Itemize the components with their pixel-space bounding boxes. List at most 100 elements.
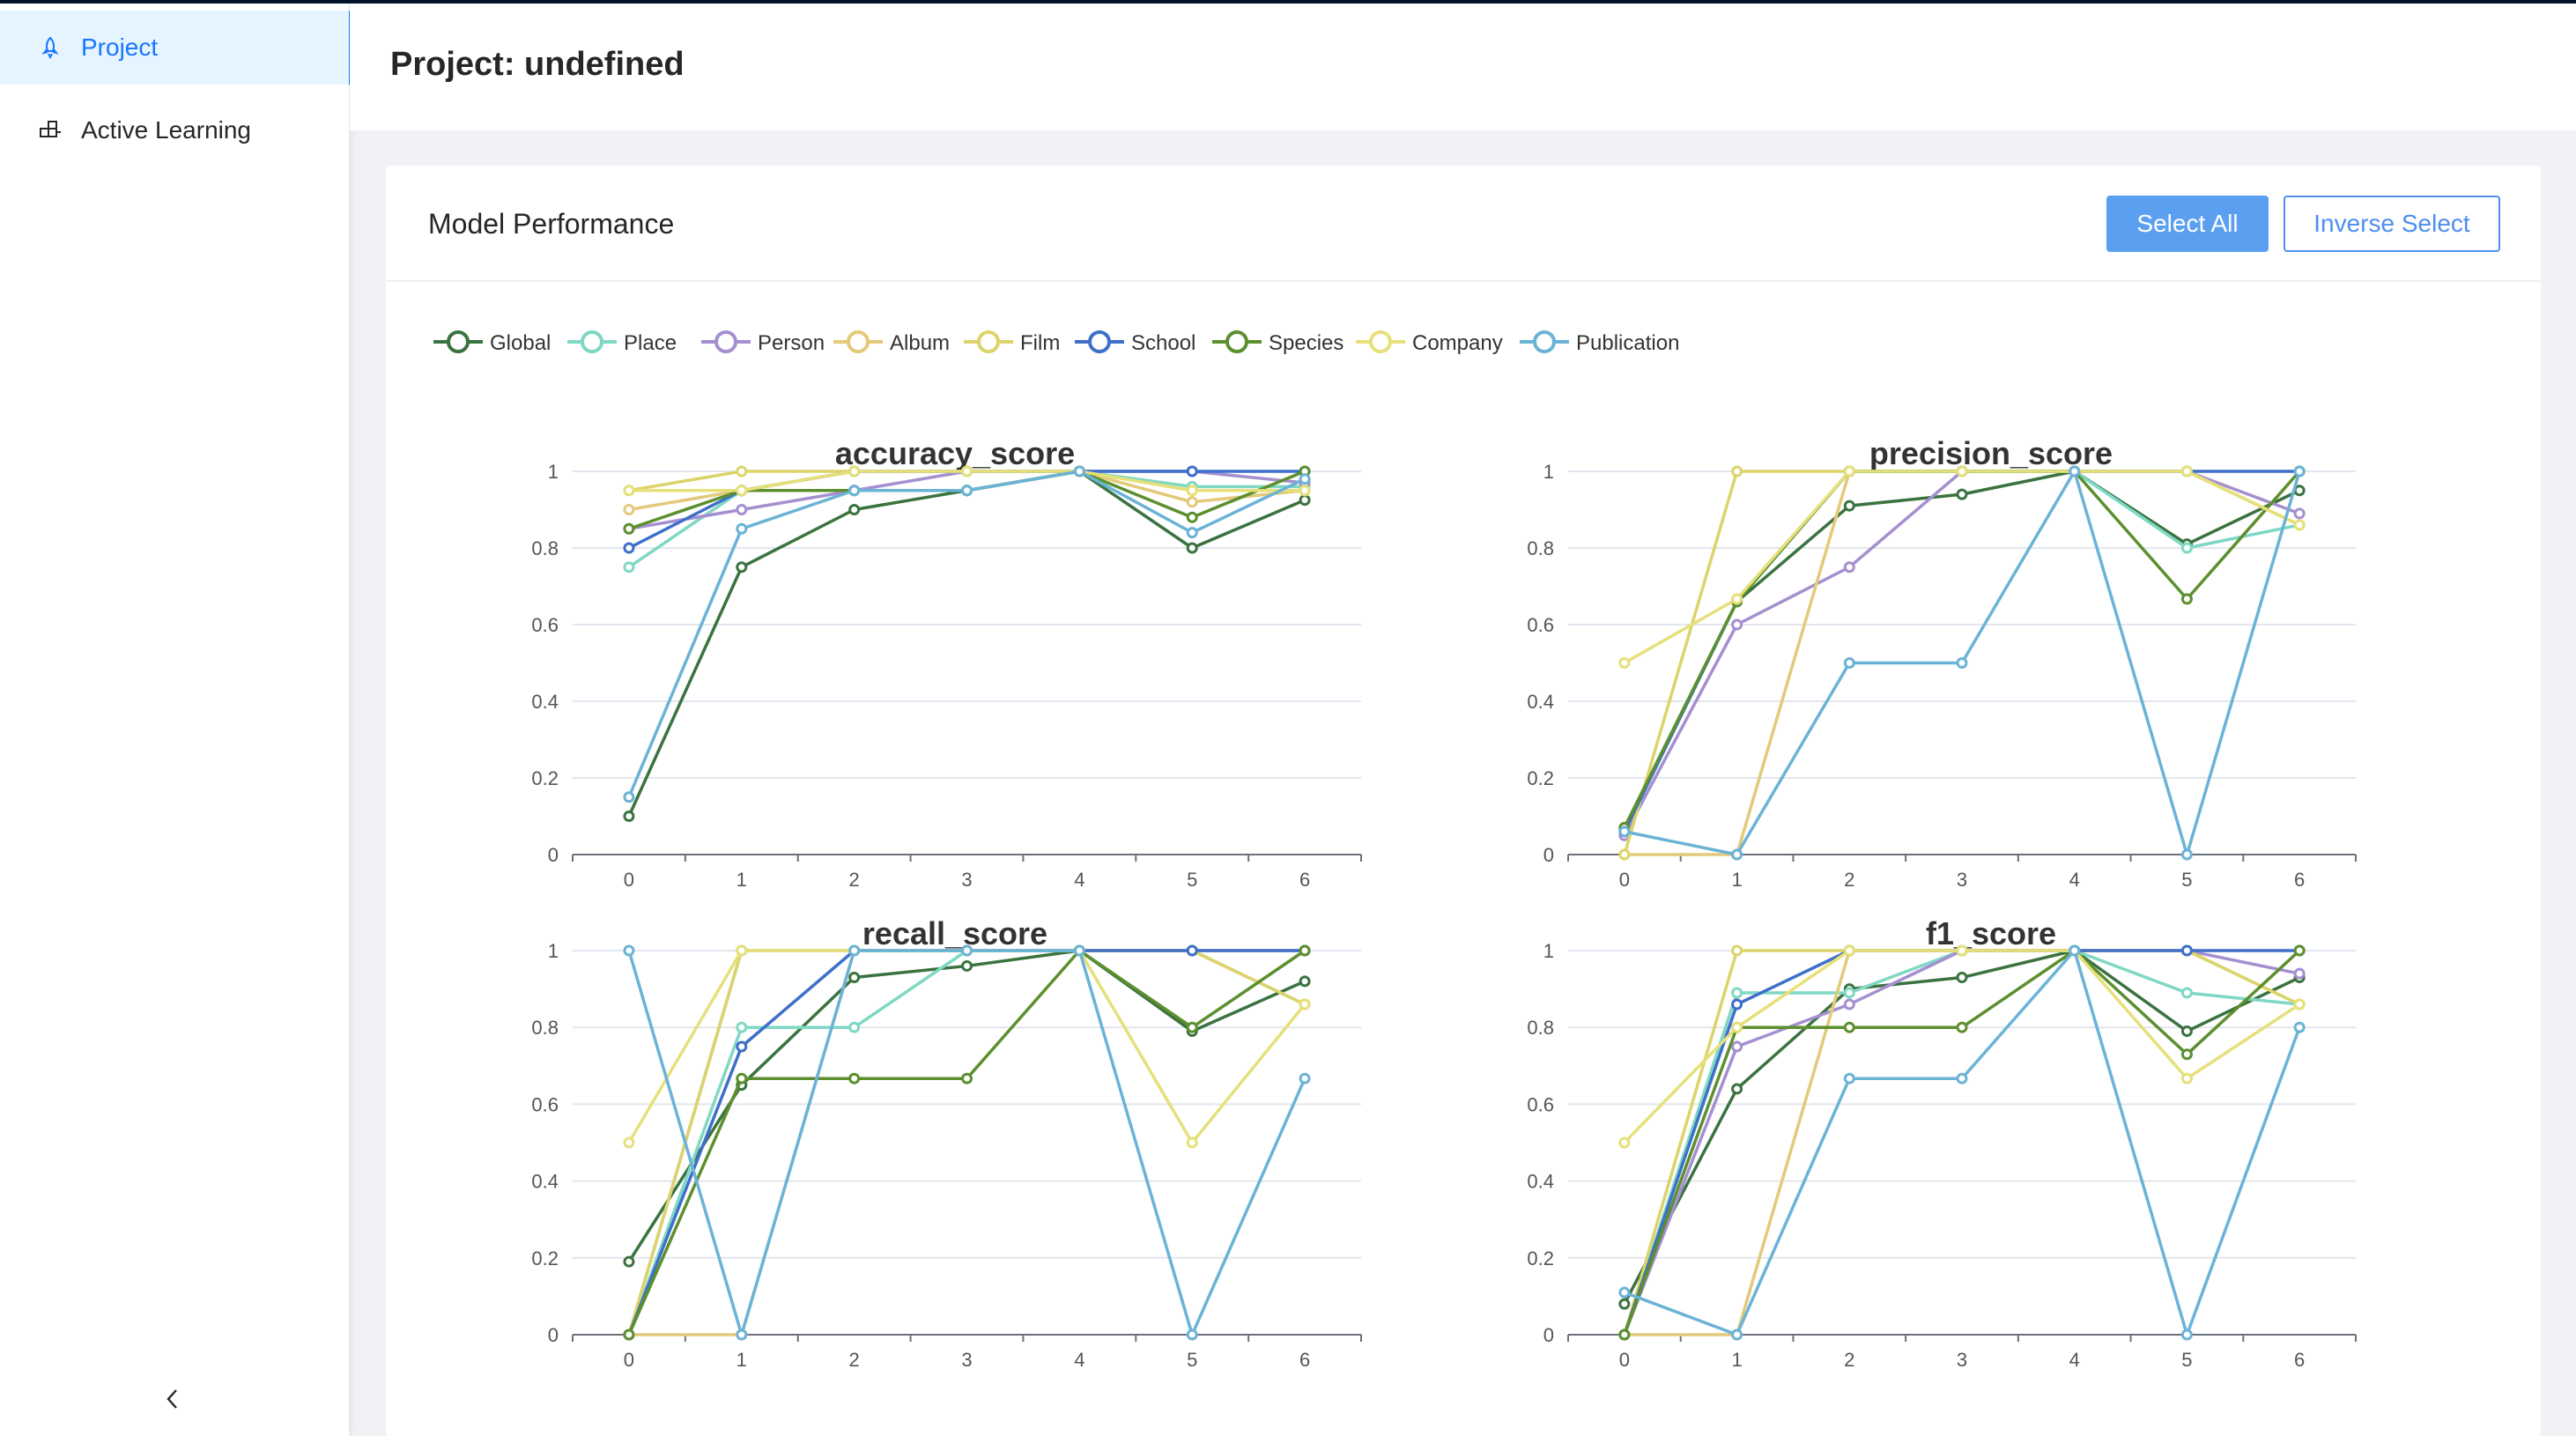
data-point — [2180, 542, 2193, 554]
data-point — [1618, 1286, 1631, 1299]
chart-f1-score: 0 0.2 0.4 0.6 0.8 1 0 1 2 3 4 5 6 f1_score — [1527, 915, 2357, 1371]
y-tick-label: 0.2 — [1527, 1247, 1554, 1269]
x-tick-label: 2 — [1844, 1349, 1854, 1371]
series-line — [1623, 470, 2301, 829]
data-point — [1618, 825, 1631, 838]
y-tick-label: 0.8 — [1527, 537, 1554, 559]
y-tick-label: 1 — [548, 461, 559, 483]
legend-marker — [1225, 330, 1248, 353]
sidebar-item-project[interactable]: Project — [0, 11, 353, 85]
y-tick-label: 0.2 — [531, 1247, 559, 1269]
series-line — [627, 949, 1306, 1336]
data-point — [623, 522, 635, 535]
chart-title: accuracy_score — [835, 435, 1075, 471]
x-tick-label: 3 — [1957, 869, 1967, 891]
y-tick-label: 0.2 — [531, 767, 559, 789]
data-point — [2293, 519, 2306, 531]
legend-item-species[interactable]: Species — [1212, 330, 1344, 355]
data-point — [2069, 465, 2081, 477]
data-point — [736, 485, 748, 497]
chart-title: f1_score — [1926, 915, 2056, 951]
data-point — [1299, 473, 1311, 485]
series-line — [1623, 949, 2300, 1336]
legend-item-publication[interactable]: Publication — [1520, 330, 1679, 355]
chevron-left-icon — [163, 1388, 182, 1415]
y-tick-label: 1 — [548, 940, 559, 962]
y-tick-label: 0.4 — [531, 691, 559, 713]
series-person — [623, 944, 1311, 1341]
series-line — [627, 949, 1306, 1336]
series-film — [623, 944, 1311, 1341]
data-point — [961, 485, 973, 497]
data-point — [848, 504, 861, 515]
data-point — [1731, 593, 1743, 605]
data-point — [1956, 972, 1968, 984]
series-line — [627, 949, 1306, 1336]
legend-item-film[interactable]: Film — [964, 330, 1060, 355]
legend-item-company[interactable]: Company — [1356, 330, 1503, 355]
y-tick-label: 0.2 — [1527, 767, 1554, 789]
x-tick-label: 6 — [2294, 1349, 2305, 1371]
data-point — [1186, 1021, 1198, 1033]
collapse-sidebar-button[interactable] — [155, 1383, 190, 1418]
legend-item-album[interactable]: Album — [833, 330, 950, 355]
data-point — [1299, 485, 1311, 497]
y-tick-label: 0.6 — [531, 614, 559, 636]
data-point — [1731, 944, 1743, 957]
data-point — [736, 1329, 748, 1341]
series-species — [1618, 944, 2306, 1341]
data-point — [2180, 848, 2193, 861]
y-tick-label: 0 — [548, 1324, 559, 1346]
data-point — [1956, 944, 1968, 957]
legend-item-person[interactable]: Person — [701, 330, 825, 355]
data-point — [1186, 511, 1198, 523]
series-line — [1623, 949, 2300, 1336]
y-tick-label: 0.8 — [531, 537, 559, 559]
inverse-select-button[interactable]: Inverse Select — [2284, 196, 2500, 252]
series-company — [1618, 944, 2306, 1149]
sidebar-item-active-learning[interactable]: Active Learning — [0, 93, 349, 167]
series-line — [1623, 949, 2301, 1336]
legend-marker — [977, 330, 1000, 353]
data-point — [2180, 944, 2193, 957]
x-tick-label: 3 — [1957, 1349, 1967, 1371]
legend-marker — [847, 330, 870, 353]
x-tick-label: 5 — [2181, 1349, 2192, 1371]
top-border — [0, 0, 2576, 4]
legend-label: Person — [758, 331, 825, 355]
series-line — [627, 949, 1307, 1336]
series-global — [1618, 944, 2306, 1310]
data-point — [1186, 1329, 1198, 1341]
series-line — [628, 949, 1306, 1336]
data-point — [623, 1255, 635, 1268]
data-point — [848, 972, 861, 984]
y-tick-label: 1 — [1543, 940, 1554, 962]
data-point — [1186, 496, 1198, 508]
data-point — [2069, 944, 2081, 957]
series-publication — [623, 944, 1311, 1341]
page-header: Project: undefined — [350, 4, 2576, 130]
legend-item-global[interactable]: Global — [433, 330, 551, 355]
data-point — [1299, 494, 1311, 507]
data-point — [2293, 998, 2306, 1010]
data-point — [2180, 1048, 2193, 1061]
legend-item-school[interactable]: School — [1075, 330, 1195, 355]
series-person — [1618, 944, 2306, 1341]
data-point — [1843, 500, 1855, 512]
chart-accuracy-score: 0 0.2 0.4 0.6 0.8 1 0 1 2 3 4 5 6 accuracy_score — [531, 435, 1362, 891]
series-school — [623, 465, 1311, 554]
series-line — [1623, 949, 2300, 1336]
select-all-button[interactable]: Select All — [2106, 196, 2269, 252]
legend-item-place[interactable]: Place — [567, 330, 677, 355]
series-line — [628, 470, 1306, 550]
series-place — [1618, 944, 2306, 1341]
data-point — [1843, 998, 1855, 1010]
series-line — [1624, 949, 2301, 1336]
blocks-icon — [37, 117, 63, 144]
data-point — [736, 1040, 748, 1053]
data-point — [1073, 944, 1085, 957]
y-tick-label: 0 — [1543, 1324, 1554, 1346]
x-tick-label: 0 — [624, 1349, 634, 1371]
x-tick-label: 3 — [961, 869, 972, 891]
x-tick-label: 5 — [2181, 869, 2192, 891]
